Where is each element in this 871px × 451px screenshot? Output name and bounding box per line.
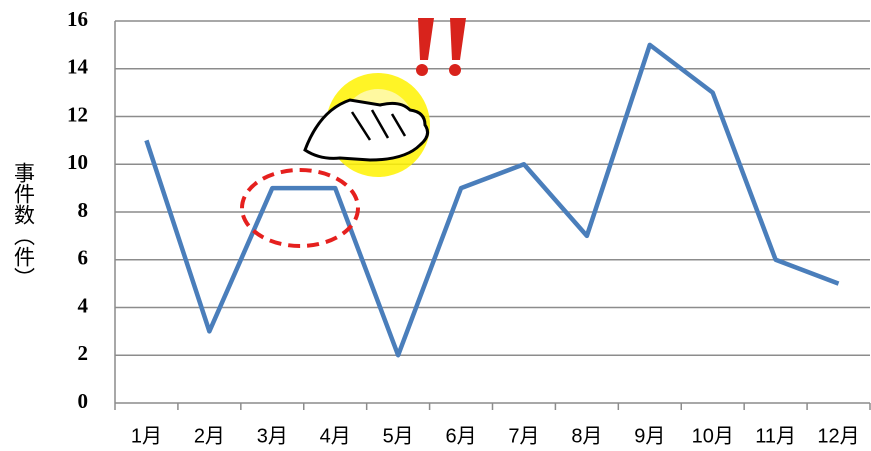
y-axis-title: 事件数（件） bbox=[11, 162, 35, 288]
x-tick-label: 3月 bbox=[257, 425, 288, 447]
chart: 事件数（件） 0 2 4 6 8 10 12 14 16 1月 2月 3月 4月 5月 6月 7月 8月 9月 10… bbox=[0, 0, 871, 451]
x-tick-label: 4月 bbox=[320, 425, 351, 447]
x-tick-label: 2月 bbox=[194, 425, 225, 447]
x-tick-label: 12月 bbox=[817, 425, 859, 447]
y-tick-label: 10 bbox=[67, 150, 88, 174]
x-tick-label: 10月 bbox=[692, 425, 734, 447]
y-tick-label: 4 bbox=[78, 293, 89, 317]
x-tick-label: 9月 bbox=[634, 425, 665, 447]
x-tick-label: 6月 bbox=[445, 425, 476, 447]
x-tick-label: 1月 bbox=[131, 425, 162, 447]
x-tick-label: 8月 bbox=[571, 425, 602, 447]
y-tick-label: 0 bbox=[78, 389, 89, 413]
pointing-hand bbox=[305, 100, 428, 160]
y-tick-label: 14 bbox=[67, 55, 89, 79]
x-tick-label: 11月 bbox=[755, 425, 796, 447]
exclamation-dot bbox=[416, 64, 428, 76]
x-tick-label: 7月 bbox=[508, 425, 539, 447]
y-tick-label: 16 bbox=[67, 7, 88, 31]
decoration bbox=[305, 18, 466, 177]
exclamation bbox=[418, 18, 434, 60]
data-line bbox=[146, 45, 838, 355]
exclamation bbox=[450, 18, 466, 60]
x-tick-label: 5月 bbox=[383, 425, 414, 447]
y-tick-label: 2 bbox=[78, 341, 89, 365]
exclamation-dot bbox=[449, 64, 461, 76]
y-tick-label: 8 bbox=[78, 198, 89, 222]
y-tick-label: 12 bbox=[67, 102, 88, 126]
y-tick-label: 6 bbox=[78, 246, 89, 270]
